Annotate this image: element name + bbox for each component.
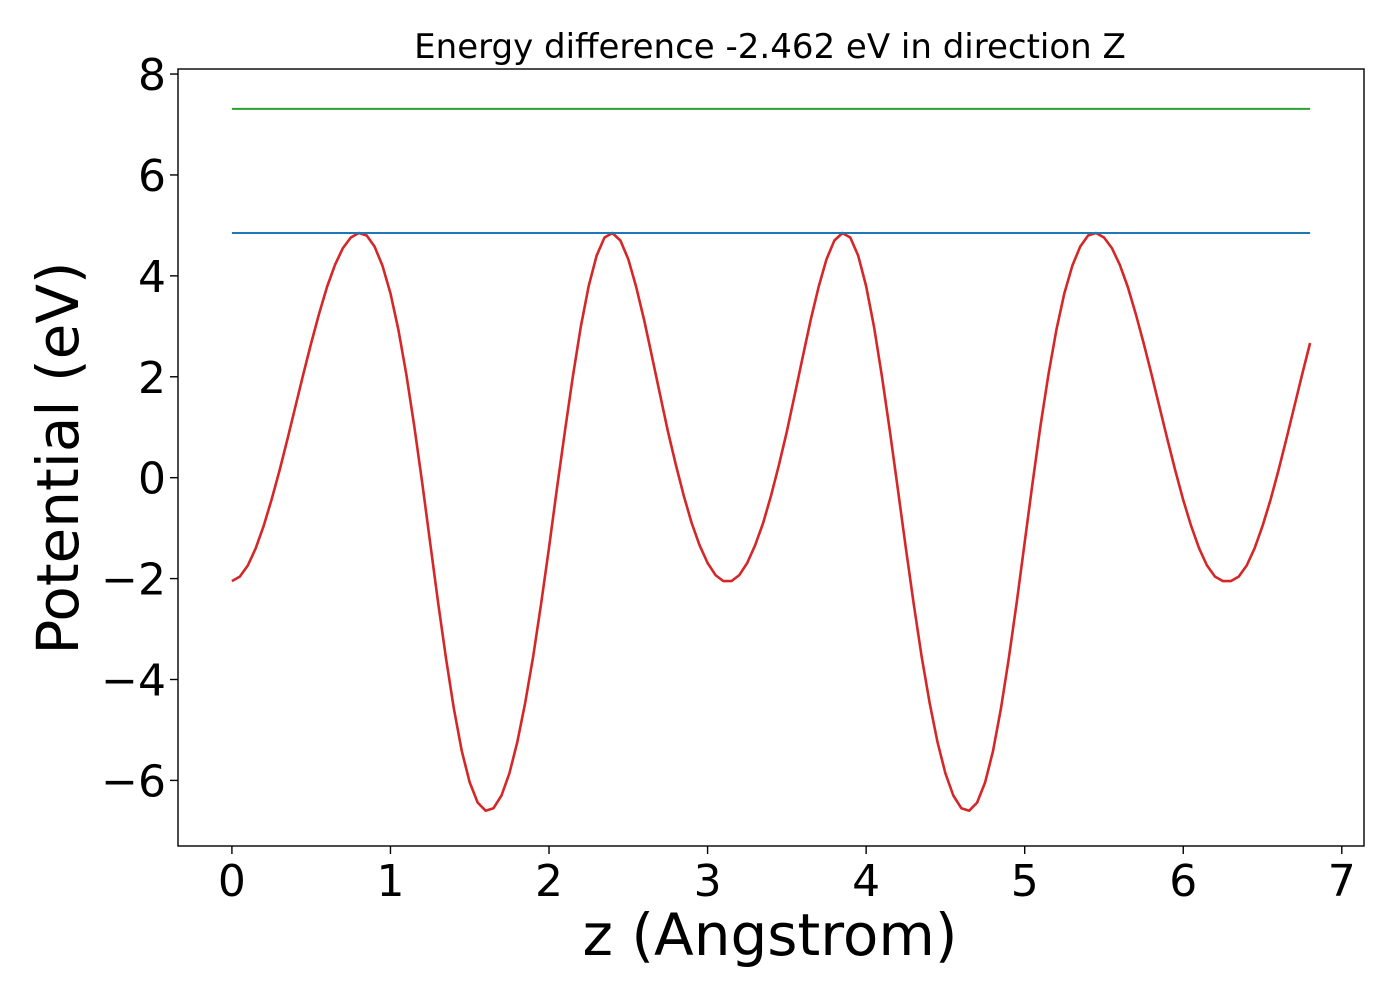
x-tick-label: 2	[535, 856, 563, 907]
y-tick-label: 6	[138, 151, 166, 202]
y-axis-ticks: −6 −4 −2 0 2 4 6 8	[101, 50, 178, 807]
y-tick-label: −6	[101, 756, 166, 807]
x-tick-label: 5	[1011, 856, 1039, 907]
x-axis-ticks: 0 1 2 3 4 5 6 7	[218, 846, 1356, 907]
plot-frame	[177, 68, 1365, 847]
y-tick-label: 4	[138, 252, 166, 303]
y-axis-label: Potential (eV)	[24, 261, 92, 654]
x-tick-label: 1	[376, 856, 404, 907]
y-tick-label: 2	[138, 353, 166, 404]
series-layer	[231, 107, 1312, 813]
x-tick-label: 6	[1169, 856, 1197, 907]
x-tick-label: 3	[694, 856, 722, 907]
y-tick-label: −2	[101, 555, 166, 606]
potential-curve-line	[231, 231, 1312, 813]
x-tick-label: 0	[218, 856, 246, 907]
y-tick-label: 0	[138, 454, 166, 505]
x-tick-label: 7	[1328, 856, 1356, 907]
x-axis-label: z (Angstrom)	[583, 901, 958, 969]
x-tick-label: 4	[852, 856, 880, 907]
chart-title: Energy difference -2.462 eV in direction…	[414, 27, 1126, 67]
y-tick-label: 8	[138, 50, 166, 101]
y-tick-label: −4	[101, 656, 166, 707]
